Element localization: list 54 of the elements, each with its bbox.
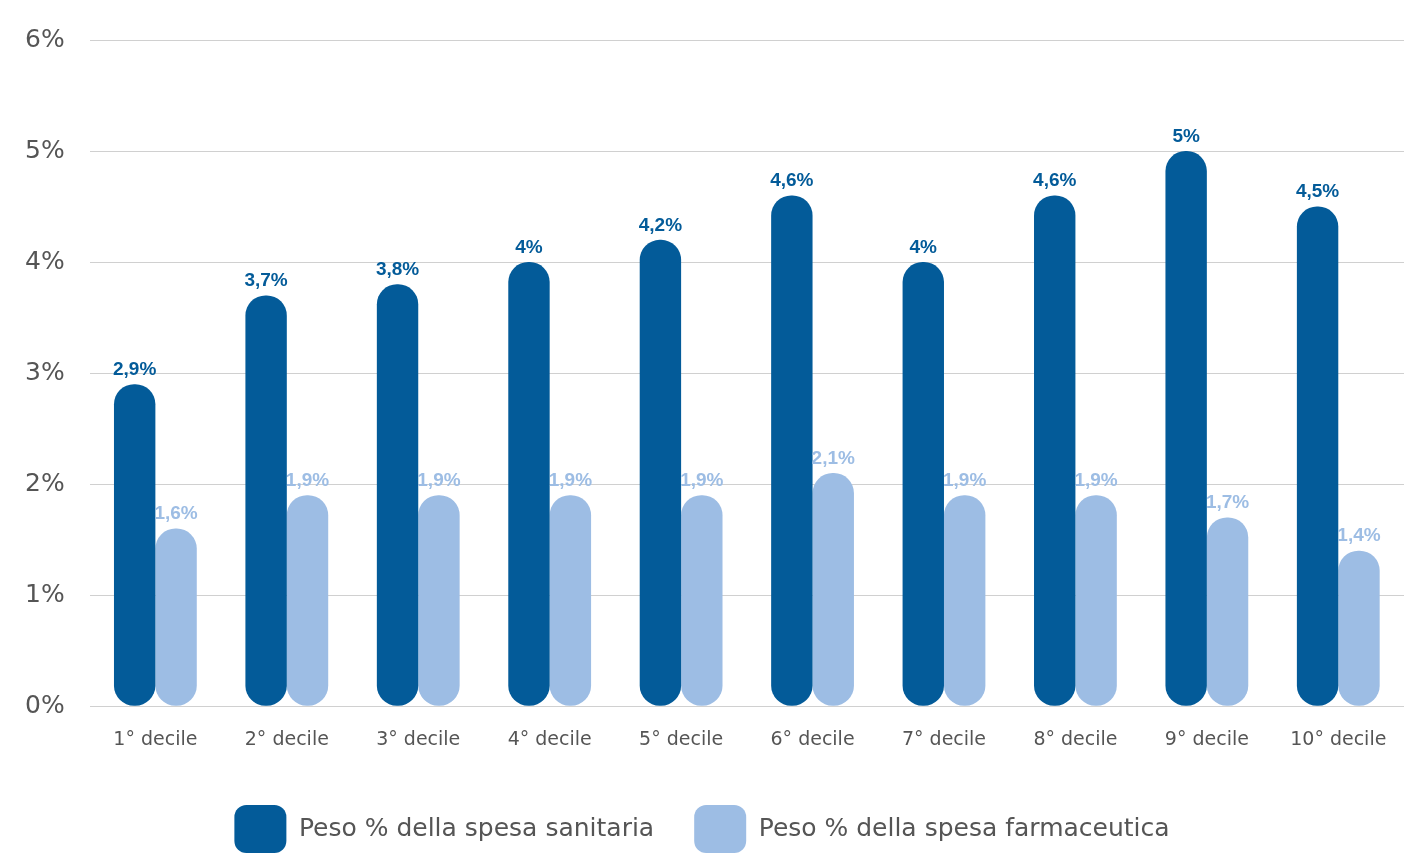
bar — [245, 295, 287, 706]
bar — [681, 495, 723, 706]
bar — [1165, 151, 1207, 706]
legend-label: Peso % della spesa sanitaria — [298, 812, 655, 842]
bar — [549, 495, 592, 706]
bar — [1206, 517, 1249, 706]
y-tick-label: 0% — [24, 689, 65, 719]
y-tick-label: 4% — [24, 245, 65, 275]
bar — [902, 262, 944, 706]
data-label: 3,8% — [375, 258, 420, 280]
y-tick-label: 2% — [24, 467, 65, 497]
y-tick-label: 1% — [24, 578, 65, 608]
data-label: 4,5% — [1295, 180, 1340, 202]
bar — [113, 384, 156, 706]
x-tick-label: 3° decile — [376, 726, 461, 749]
data-label: 4,6% — [770, 169, 814, 191]
data-label: 4% — [909, 235, 938, 257]
data-label: 4,2% — [638, 213, 683, 235]
data-label: 4,6% — [1033, 169, 1077, 191]
bar — [1034, 195, 1076, 706]
y-tick-label: 5% — [24, 134, 65, 164]
data-label: 1,9% — [285, 468, 330, 490]
data-label: 5% — [1172, 124, 1200, 146]
data-label: 2,9% — [113, 357, 157, 379]
bar — [376, 284, 419, 706]
x-tick-label: 8° decile — [1033, 726, 1118, 749]
bar — [1338, 550, 1380, 706]
bar — [943, 495, 986, 706]
bar — [418, 495, 460, 706]
bar — [508, 262, 550, 706]
data-label: 1,7% — [1205, 491, 1250, 513]
x-tick-label: 10° decile — [1290, 726, 1387, 749]
x-tick-label: 9° decile — [1164, 726, 1249, 749]
x-tick-label: 4° decile — [507, 726, 592, 749]
y-tick-label: 3% — [24, 356, 65, 386]
data-label: 1,9% — [943, 468, 987, 490]
x-tick-label: 5° decile — [639, 726, 724, 749]
bar — [1075, 495, 1117, 706]
bar — [1296, 206, 1339, 706]
data-label: 3,7% — [244, 269, 288, 291]
x-tick-label: 1° decile — [113, 726, 198, 749]
bar — [155, 528, 197, 706]
x-tick-label: 7° decile — [901, 726, 987, 749]
data-label: 4% — [515, 235, 543, 257]
y-tick-label: 6% — [24, 23, 65, 53]
bar — [286, 495, 329, 706]
bar — [771, 195, 813, 706]
data-label: 1,9% — [548, 468, 593, 490]
data-label: 1,9% — [680, 468, 724, 490]
legend-label: Peso % della spesa farmaceutica — [758, 812, 1170, 842]
x-tick-label: 6° decile — [770, 726, 855, 749]
bar — [812, 473, 854, 706]
x-tick-label: 2° decile — [244, 726, 329, 749]
bar — [639, 239, 682, 706]
